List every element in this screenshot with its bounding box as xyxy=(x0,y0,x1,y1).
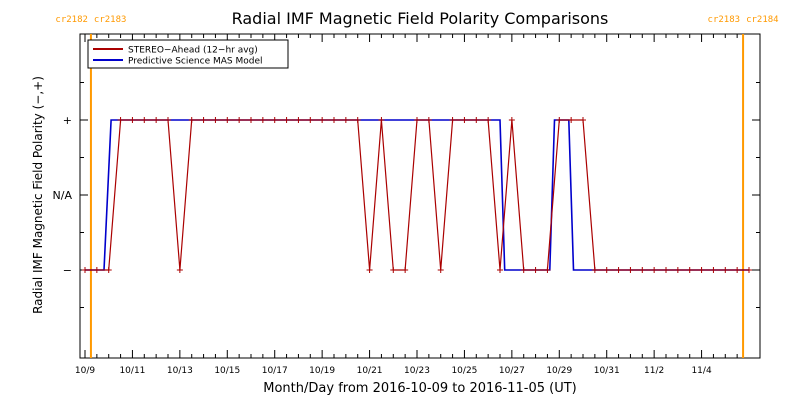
y-tick-label: − xyxy=(63,264,72,277)
data-point-marker xyxy=(473,117,480,123)
data-point-marker xyxy=(698,267,705,273)
data-point-marker xyxy=(271,117,278,123)
data-point-marker xyxy=(746,267,752,273)
data-point-marker xyxy=(165,117,171,123)
data-point-marker xyxy=(402,267,409,273)
data-point-marker xyxy=(485,117,492,123)
data-point-marker xyxy=(176,267,183,273)
y-axis-label: Radial IMF Magnetic Field Polarity (−,+) xyxy=(31,76,45,314)
data-point-marker xyxy=(639,267,646,273)
x-tick-label: 11/4 xyxy=(691,366,711,376)
x-tick-label: 10/25 xyxy=(451,366,477,376)
data-point-marker xyxy=(93,267,100,273)
legend: STEREO−Ahead (12−hr avg)Predictive Scien… xyxy=(87,39,289,69)
x-tick-label: 10/31 xyxy=(594,366,620,376)
x-tick-label: 11/2 xyxy=(644,366,664,376)
y-tick-label: + xyxy=(63,114,72,127)
data-point-marker xyxy=(710,267,717,273)
data-point-marker xyxy=(544,267,551,273)
legend-entry-label: STEREO−Ahead (12−hr avg) xyxy=(128,46,258,56)
data-point-marker xyxy=(651,267,658,273)
data-point-marker xyxy=(437,267,444,273)
data-point-marker xyxy=(603,267,610,273)
carrington-label-left: cr2182 xyxy=(55,15,88,25)
legend-box xyxy=(87,39,289,69)
x-tick-label: 10/19 xyxy=(309,366,335,376)
data-point-marker xyxy=(390,267,397,273)
x-tick-label: 10/13 xyxy=(167,366,193,376)
data-point-marker xyxy=(307,117,314,123)
carrington-label-left: cr2183 xyxy=(708,15,741,25)
data-point-marker xyxy=(461,117,468,123)
legend-entry-label: Predictive Science MAS Model xyxy=(128,57,263,67)
data-point-marker xyxy=(425,117,432,123)
carrington-label-right: cr2183 xyxy=(94,15,127,25)
data-point-marker xyxy=(259,117,266,123)
series-layer xyxy=(82,117,752,273)
x-axis-label: Month/Day from 2016-10-09 to 2016-11-05 … xyxy=(263,381,576,396)
x-tick-label: 10/11 xyxy=(119,366,145,376)
data-point-marker xyxy=(224,117,231,123)
data-point-marker xyxy=(200,117,207,123)
x-tick-label: 10/9 xyxy=(75,366,95,376)
data-point-marker xyxy=(591,267,598,273)
data-point-marker xyxy=(82,267,88,273)
data-point-marker xyxy=(580,117,586,123)
data-point-marker xyxy=(129,117,136,123)
data-point-marker xyxy=(295,117,302,123)
data-point-marker xyxy=(414,117,420,123)
data-point-marker xyxy=(248,117,254,123)
chart-title: Radial IMF Magnetic Field Polarity Compa… xyxy=(232,9,609,28)
y-tick-label: N/A xyxy=(53,189,73,202)
data-point-marker xyxy=(236,117,243,123)
plot-frame xyxy=(79,33,761,359)
data-point-marker xyxy=(212,117,219,123)
data-point-marker xyxy=(378,117,385,123)
data-point-marker xyxy=(532,267,539,273)
data-point-marker xyxy=(153,117,160,123)
data-point-marker xyxy=(615,267,622,273)
x-tick-label: 10/23 xyxy=(404,366,430,376)
x-tick-label: 10/27 xyxy=(499,366,525,376)
x-tick-label: 10/17 xyxy=(262,366,288,376)
data-point-marker xyxy=(674,267,681,273)
series-line-stereo xyxy=(85,119,749,271)
data-point-marker xyxy=(342,117,349,123)
data-point-marker xyxy=(105,267,112,273)
x-tick-label: 10/29 xyxy=(546,366,572,376)
data-point-marker xyxy=(188,117,195,123)
carrington-rotation-markers: cr2182 cr2183 cr2183 cr2184 xyxy=(55,15,779,358)
x-tick-label: 10/21 xyxy=(357,366,383,376)
data-point-marker xyxy=(686,267,693,273)
data-point-marker xyxy=(354,117,361,123)
data-point-marker xyxy=(117,117,124,123)
x-axis-ticks: 10/9 10/11 10/13 10/15 10/17 10/19 10/21 10/23 1… xyxy=(75,34,738,376)
series-line-model xyxy=(85,119,749,271)
data-point-marker xyxy=(627,267,634,273)
data-point-marker xyxy=(568,117,575,123)
data-point-marker xyxy=(283,117,290,123)
data-point-marker xyxy=(520,267,527,273)
data-point-marker xyxy=(722,267,729,273)
data-point-marker xyxy=(366,267,373,273)
data-point-marker xyxy=(331,117,337,123)
data-point-marker xyxy=(497,267,503,273)
data-point-marker xyxy=(508,117,515,123)
data-point-marker xyxy=(734,267,741,273)
data-point-marker xyxy=(663,267,669,273)
data-point-marker xyxy=(141,117,148,123)
x-tick-label: 10/15 xyxy=(214,366,240,376)
carrington-label-right: cr2184 xyxy=(746,15,779,25)
data-point-marker xyxy=(319,117,326,123)
y-axis-ticks: + N/A − xyxy=(53,82,760,308)
data-point-marker xyxy=(449,117,456,123)
data-point-marker xyxy=(556,117,563,123)
